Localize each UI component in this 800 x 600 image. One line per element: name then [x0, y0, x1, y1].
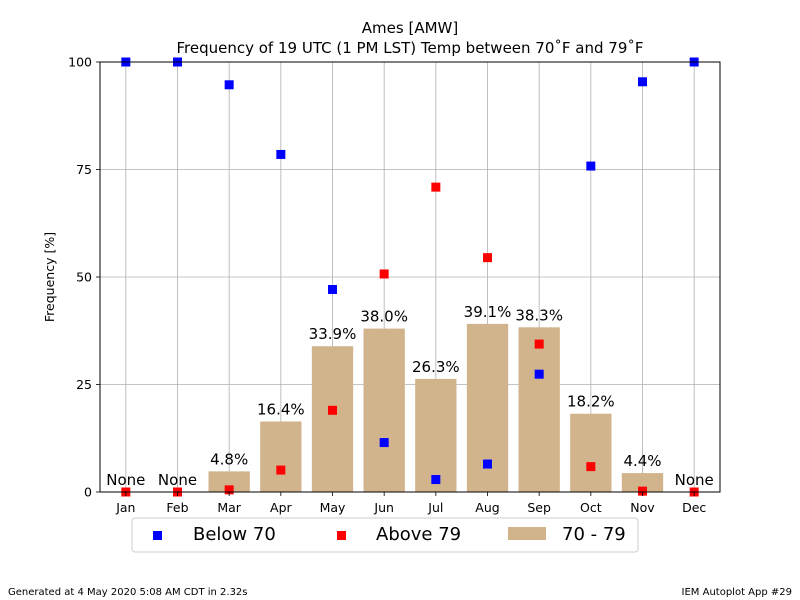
point-below-70 — [431, 475, 441, 485]
footer-generated: Generated at 4 May 2020 5:08 AM CDT in 2… — [8, 587, 248, 598]
legend-label-above-79: Above 79 — [376, 524, 461, 545]
y-tick-label: 100 — [68, 55, 92, 70]
grid — [100, 61, 720, 493]
x-tick-label: Nov — [630, 500, 655, 515]
legend-patch-70-79 — [508, 527, 546, 540]
x-tick-label: Jul — [427, 500, 443, 515]
point-above-79 — [224, 485, 234, 495]
point-above-79 — [638, 486, 647, 496]
y-tick-label: 50 — [76, 270, 92, 285]
x-tick-label: Sep — [527, 500, 551, 515]
point-below-70 — [638, 77, 647, 87]
bar — [621, 473, 664, 492]
point-below-70 — [379, 438, 389, 448]
point-above-79 — [328, 405, 337, 415]
bar — [518, 327, 560, 492]
x-ticks: Jan Feb Mar Apr May Jun Jul Aug Sep Oct Nov Dec — [115, 492, 706, 515]
legend-frame — [131, 517, 639, 553]
bar-value-label: 33.9% — [309, 325, 357, 343]
point-above-79 — [586, 462, 596, 472]
bar-labels: None None 4.8% 16.4% 33.9%38.0% 26.3% 39.1% 38.… — [106, 303, 713, 489]
legend: Below 70 Above 79 70 - 79 — [131, 517, 639, 553]
bar-value-label: None — [158, 471, 197, 489]
bars — [208, 323, 664, 492]
y-tick-label: 25 — [76, 377, 92, 392]
legend-marker-below-70 — [153, 531, 162, 540]
point-below-70 — [328, 284, 337, 294]
chart-subtitle: Frequency of 19 UTC (1 PM LST) Temp betw… — [177, 39, 644, 57]
bar-value-label: 16.4% — [257, 400, 305, 418]
point-above-79 — [379, 269, 389, 279]
y-ticks: 0 25 50 75 100 — [68, 55, 100, 500]
x-tick-label: Apr — [270, 500, 292, 515]
x-tick-label: Jun — [373, 500, 394, 515]
x-tick-label: Dec — [682, 500, 706, 515]
bar — [570, 413, 612, 492]
point-below-70 — [224, 80, 234, 90]
bar-value-label: None — [675, 471, 714, 489]
bar-value-label: 4.4% — [623, 452, 661, 470]
bar-value-label: 38.3% — [515, 306, 563, 324]
bar-value-label: 39.1% — [464, 303, 512, 321]
bar-value-label: 4.8% — [210, 450, 248, 468]
x-tick-label: Oct — [580, 500, 602, 515]
bar-value-label: None — [106, 471, 145, 489]
point-below-70 — [483, 459, 492, 469]
x-tick-label: May — [320, 500, 346, 515]
bar — [260, 421, 302, 492]
y-tick-label: 75 — [76, 162, 92, 177]
point-below-70 — [586, 161, 596, 171]
x-tick-label: Feb — [166, 500, 188, 515]
footer-app: IEM Autoplot App #29 — [682, 587, 792, 598]
legend-label-70-79: 70 - 79 — [562, 524, 626, 545]
x-tick-label: Jan — [115, 500, 135, 515]
chart-title: Ames [AMW] — [362, 19, 458, 37]
point-below-70 — [534, 369, 544, 379]
bar-value-label: 38.0% — [360, 308, 408, 326]
bar-value-label: 26.3% — [412, 358, 460, 376]
x-tick-label: Mar — [217, 500, 241, 515]
point-above-79 — [431, 182, 441, 192]
point-below-70 — [276, 149, 286, 159]
y-tick-label: 0 — [84, 485, 92, 500]
bar — [415, 378, 457, 492]
point-above-79 — [534, 339, 544, 349]
bar — [208, 471, 250, 492]
x-tick-label: Aug — [475, 500, 499, 515]
bar-value-label: 18.2% — [567, 393, 615, 411]
y-axis-label: Frequency [%] — [42, 232, 57, 322]
bar — [311, 346, 354, 492]
legend-marker-above-79 — [337, 531, 346, 540]
legend-label-below-70: Below 70 — [193, 524, 276, 545]
point-above-79 — [276, 465, 286, 475]
bar — [363, 328, 405, 492]
point-above-79 — [483, 253, 492, 263]
